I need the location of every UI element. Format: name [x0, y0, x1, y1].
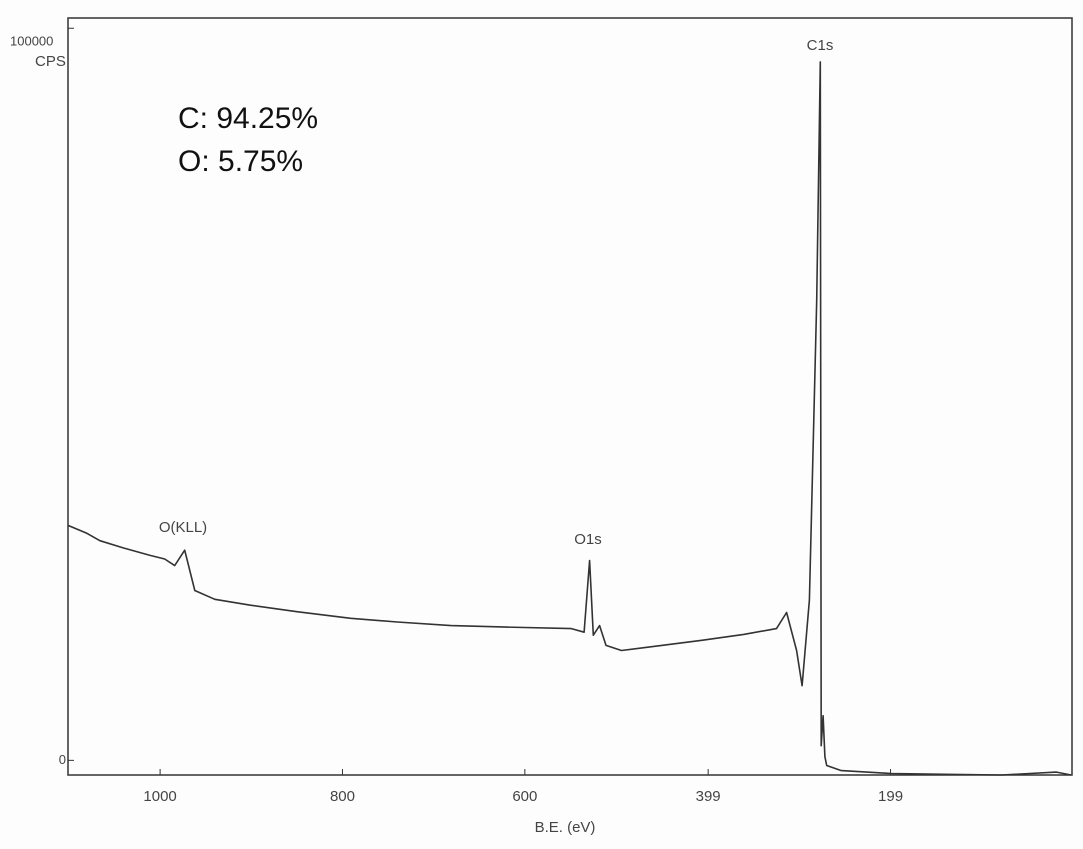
plot-frame: [67, 17, 1073, 776]
y-tick-label: 100000: [10, 34, 53, 49]
x-tick-label: 600: [512, 788, 537, 805]
x-tick-label: 800: [330, 788, 355, 805]
x-axis-label: B.E. (eV): [535, 819, 596, 836]
y-axis-label: CPS: [35, 53, 66, 70]
spectrum-line: [67, 61, 1072, 776]
y-tick-label: 0: [59, 752, 66, 767]
x-tick-label: 199: [878, 788, 903, 805]
x-tick-label: 399: [696, 788, 721, 805]
annotation: O(KLL): [159, 519, 207, 536]
annotation: O: 5.75%: [178, 145, 303, 178]
annotation: C: 94.25%: [178, 102, 318, 135]
annotation: O1s: [574, 531, 602, 548]
annotation: C1s: [807, 37, 834, 54]
x-tick-label: 1000: [143, 788, 176, 805]
